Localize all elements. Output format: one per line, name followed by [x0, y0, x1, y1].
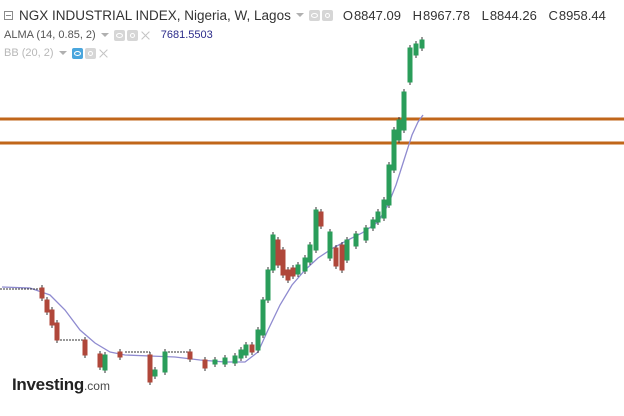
eye-icon[interactable]: [71, 47, 83, 59]
candle-body: [270, 234, 276, 271]
candle-body: [249, 344, 255, 353]
candle-body: [313, 209, 319, 251]
candle-body: [307, 244, 313, 263]
candle-body: [280, 249, 286, 276]
candle-body: [327, 231, 333, 259]
candle-body: [265, 269, 271, 301]
candle-body: [344, 239, 350, 261]
candle-body: [162, 351, 168, 373]
low-value: 8844.26: [489, 7, 537, 23]
candle-body: [97, 353, 103, 368]
eye-icon[interactable]: [113, 29, 125, 41]
high-value: 8967.78: [422, 7, 470, 23]
caret-down-icon[interactable]: [295, 13, 304, 17]
ohlc-values: O8847.09 H8967.78 L8844.26 C8958.44: [343, 8, 614, 23]
close-value: 8958.44: [558, 7, 606, 23]
candle-body: [333, 247, 339, 267]
gear-icon[interactable]: [84, 47, 96, 59]
candle-body: [238, 349, 244, 359]
candle-body: [353, 233, 359, 247]
candle-body: [117, 351, 123, 358]
candle-body: [212, 359, 218, 365]
candle-body: [260, 299, 266, 336]
candle-body: [290, 267, 296, 277]
candle-body: [187, 351, 193, 360]
candle-body: [152, 369, 158, 377]
candle-body: [54, 322, 60, 341]
eye-icon[interactable]: [308, 9, 320, 21]
candle-body: [339, 244, 345, 271]
candle-body: [419, 39, 425, 49]
candle-body: [49, 309, 55, 326]
open-key: O: [342, 7, 353, 23]
gear-icon[interactable]: [321, 9, 333, 21]
candle-body: [295, 264, 301, 275]
candle-body: [370, 219, 376, 229]
candle-body: [147, 354, 153, 383]
candle-body: [44, 299, 50, 313]
low-key: L: [481, 7, 489, 23]
open-value: 8847.09: [353, 7, 401, 23]
candle-body: [255, 329, 261, 351]
close-icon[interactable]: [98, 48, 109, 59]
candle-body: [302, 257, 308, 272]
caret-down-icon[interactable]: [100, 33, 109, 37]
legend-header: NGX INDUSTRIAL INDEX, Nigeria, W, Lagos …: [0, 5, 614, 25]
indicator-alma-row: ALMA (14, 0.85, 2) 7681.5503: [0, 27, 213, 43]
logo-suffix-text: .com: [83, 379, 110, 393]
close-icon[interactable]: [140, 30, 151, 41]
close-key: C: [548, 7, 558, 23]
candle-body: [232, 355, 238, 364]
alma-label: ALMA (14, 0.85, 2): [4, 29, 96, 41]
candle-body: [202, 359, 208, 369]
candle-body: [413, 43, 419, 56]
candle-body: [375, 211, 381, 223]
collapse-icon[interactable]: [4, 10, 13, 20]
gear-icon[interactable]: [126, 29, 138, 41]
bb-label: BB (20, 2): [4, 47, 54, 59]
candle-body: [102, 354, 108, 371]
candle-body: [39, 287, 45, 299]
candle-body: [391, 129, 397, 171]
candle-body: [396, 119, 402, 141]
indicator-bb-row: BB (20, 2): [0, 45, 111, 61]
alma-line: [1, 114, 424, 363]
caret-down-icon[interactable]: [58, 51, 67, 55]
alma-value: 7681.5503: [160, 29, 213, 41]
logo-main-text: Investing: [12, 375, 84, 394]
candle-body: [243, 344, 249, 356]
candle-body: [407, 47, 413, 83]
high-key: H: [412, 7, 422, 23]
symbol-title: NGX INDUSTRIAL INDEX, Nigeria, W, Lagos: [19, 7, 291, 23]
candle-body: [401, 91, 407, 131]
candle-body: [222, 357, 228, 365]
candle-body: [82, 339, 88, 356]
candle-body: [318, 211, 324, 227]
candle-body: [386, 164, 392, 206]
candle-body: [363, 227, 369, 241]
investing-logo[interactable]: Investing .com: [12, 375, 110, 395]
candle-body: [285, 269, 291, 281]
candle-body: [381, 199, 387, 219]
candle-body: [275, 239, 281, 266]
